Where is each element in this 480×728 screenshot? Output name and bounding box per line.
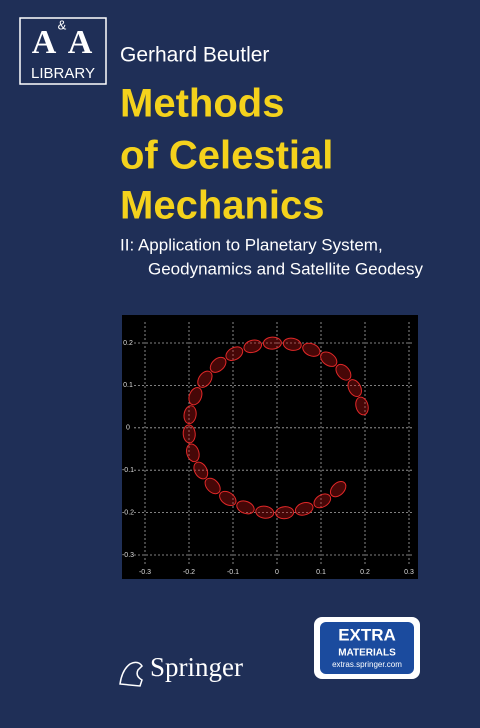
- orbit-ellipse: [183, 405, 197, 425]
- y-tick-label: -0.2: [122, 509, 134, 516]
- title-line: Mechanics: [120, 184, 325, 228]
- orbit-ellipse: [347, 379, 362, 398]
- orbit-ellipse: [335, 363, 352, 381]
- badge-subheading: MATERIALS: [338, 648, 396, 659]
- x-tick-label: -0.3: [139, 569, 151, 576]
- badge-inner: [320, 622, 414, 674]
- y-tick-label: -0.3: [122, 552, 134, 559]
- orbit-ellipse: [197, 370, 213, 388]
- orbit-ellipse: [255, 505, 275, 519]
- badge-url: extras.springer.com: [332, 660, 402, 669]
- orbit-ellipse: [302, 342, 321, 357]
- orbit-ellipse: [329, 481, 347, 498]
- orbit-ellipse: [262, 336, 282, 350]
- x-tick-label: 0.3: [404, 569, 414, 576]
- x-tick-label: -0.1: [227, 569, 239, 576]
- orbit-ellipse: [182, 424, 196, 444]
- badge-heading: EXTRA: [338, 625, 396, 644]
- orbit-ellipse: [236, 500, 255, 515]
- orbit-ellipse: [313, 493, 332, 509]
- orbit-ellipse: [225, 346, 244, 361]
- logo-letter: A: [32, 24, 57, 61]
- publisher: Springer: [150, 652, 243, 682]
- title-line: Methods: [120, 82, 284, 126]
- orbit-ellipse: [204, 477, 221, 495]
- orbit-ellipse: [282, 337, 302, 351]
- orbit-ellipse: [186, 443, 200, 463]
- figure-panel: [122, 315, 418, 579]
- logo-ampersand: &: [58, 17, 67, 32]
- orbit-ellipse: [294, 501, 314, 516]
- logo-frame: [19, 17, 107, 85]
- x-tick-label: 0.1: [316, 569, 326, 576]
- orbit-ellipse: [275, 506, 295, 520]
- figure: 0.2 0.1 0 -0.1 -0.2 -0.3 -0.3 -0.2 -0.1 0 0.1 0.2 0.…: [122, 322, 414, 576]
- title-line: of Celestial: [120, 134, 333, 178]
- x-tick-label: -0.2: [183, 569, 195, 576]
- y-tick-label: 0.2: [123, 340, 133, 347]
- orbit-ellipse: [209, 356, 227, 373]
- orbit-ellipse: [219, 490, 237, 507]
- orbit-ellipse: [188, 387, 203, 406]
- orbit-ellipse: [320, 351, 338, 367]
- subtitle-line: II: Application to Planetary System,: [120, 235, 383, 254]
- author: Gerhard Beutler: [120, 44, 269, 67]
- subtitle-line: Geodynamics and Satellite Geodesy: [148, 259, 423, 278]
- orbit-ellipse: [193, 461, 209, 480]
- x-tick-label: 0.2: [360, 569, 370, 576]
- logo-series: LIBRARY: [31, 65, 95, 82]
- logo-letter: A: [68, 24, 93, 61]
- y-tick-label: -0.1: [122, 467, 134, 474]
- y-tick-label: 0.1: [123, 382, 133, 389]
- orbit-ellipse: [243, 339, 263, 354]
- publisher-logo: [119, 661, 143, 687]
- y-tick-label: 0: [126, 425, 130, 432]
- orbit-ellipse: [355, 396, 369, 416]
- x-tick-label: 0: [275, 569, 279, 576]
